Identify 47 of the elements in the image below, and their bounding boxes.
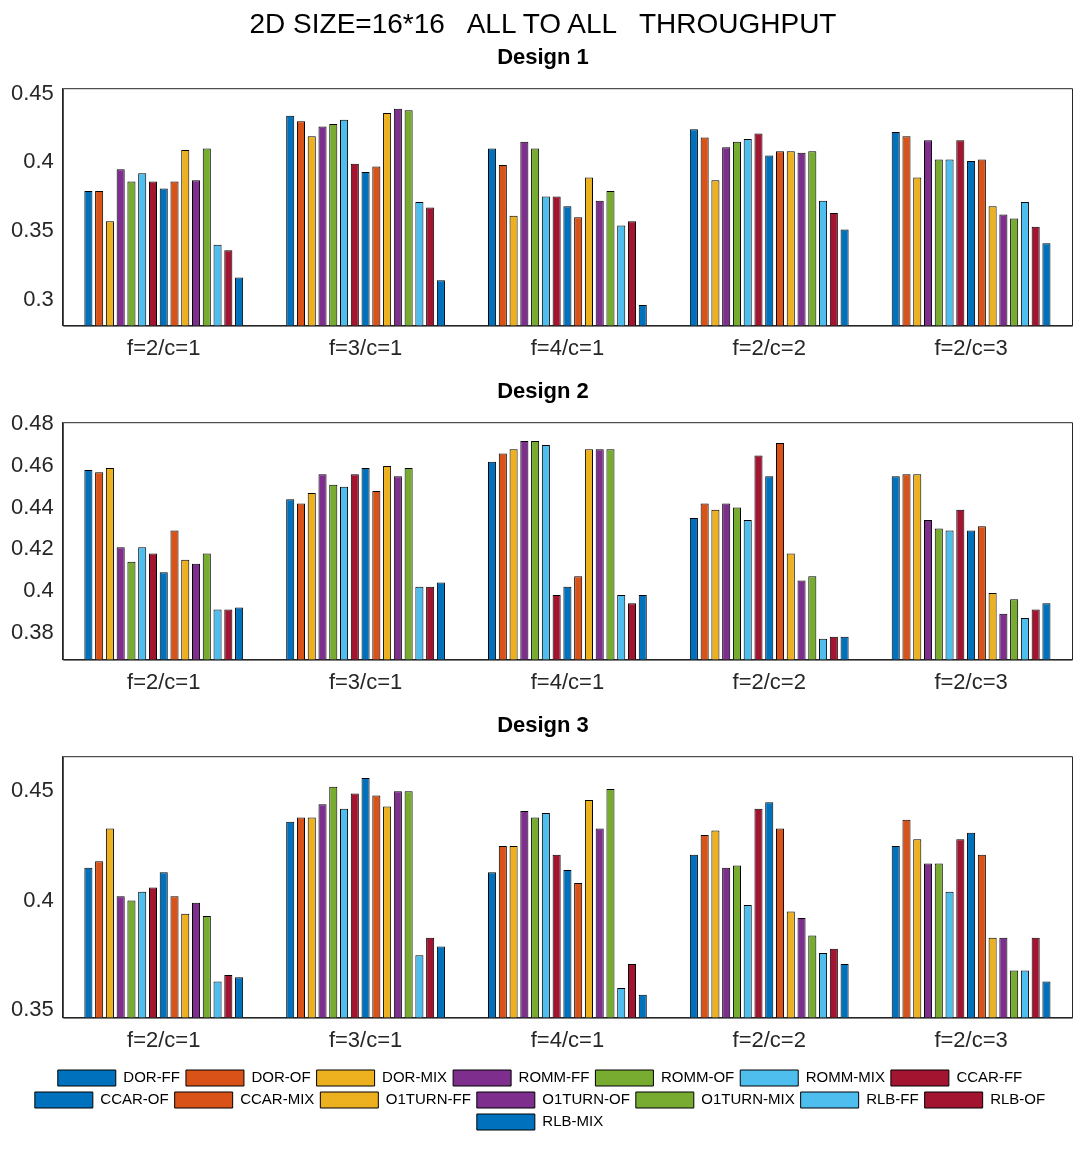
y-tick-label: 0.46 [10, 451, 54, 477]
legend-label: DOR-OF [251, 1068, 311, 1086]
legend-label: ROMM-OF [660, 1068, 735, 1086]
y-tick-label: 0.44 [10, 493, 54, 519]
x-tick-label: f=4/c=1 [530, 668, 605, 694]
chart-title: 2D SIZE=16*16 ALL TO ALL THROUGHPUT [248, 8, 838, 40]
y-tick-label: 0.35 [10, 216, 54, 242]
x-tick-label: f=2/c=1 [127, 1026, 201, 1052]
chart-title: Design 3 [496, 712, 590, 738]
x-tick-label: f=3/c=1 [328, 334, 403, 360]
chart-title: Design 2 [496, 378, 590, 404]
y-tick-label: 0.38 [10, 618, 54, 644]
y-tick-label: 0.42 [10, 535, 54, 561]
y-tick-label: 0.35 [10, 996, 54, 1022]
y-tick-label: 0.4 [23, 886, 54, 912]
legend-label: O1TURN-FF [385, 1090, 471, 1108]
legend-label: RLB-MIX [542, 1112, 604, 1130]
x-tick-label: f=2/c=1 [127, 668, 201, 694]
legend-label: CCAR-OF [100, 1090, 169, 1108]
chart-subtitle: Design 1 [496, 44, 590, 70]
legend-label: O1TURN-OF [542, 1090, 630, 1108]
x-tick-label: f=2/c=2 [732, 668, 806, 694]
y-tick-label: 0.48 [10, 410, 54, 436]
legend-label: ROMM-FF [518, 1068, 590, 1086]
legend-label: CCAR-MIX [240, 1090, 315, 1108]
x-tick-label: f=2/c=2 [732, 1026, 806, 1052]
legend-label: ROMM-MIX [805, 1068, 885, 1086]
x-tick-label: f=2/c=3 [934, 1026, 1008, 1052]
legend-label: RLB-OF [990, 1090, 1046, 1108]
legend-label: RLB-FF [866, 1090, 919, 1108]
x-tick-label: f=4/c=1 [530, 334, 605, 360]
legend-label: O1TURN-MIX [701, 1090, 795, 1108]
x-tick-label: f=2/c=3 [934, 668, 1008, 694]
x-tick-label: f=2/c=1 [127, 334, 201, 360]
legend-label: CCAR-FF [956, 1068, 1023, 1086]
x-tick-label: f=3/c=1 [328, 668, 403, 694]
x-tick-label: f=2/c=2 [732, 334, 806, 360]
legend-label: DOR-MIX [382, 1068, 448, 1086]
y-tick-label: 0.4 [23, 576, 54, 602]
legend-label: DOR-FF [123, 1068, 180, 1086]
y-tick-label: 0.45 [10, 79, 54, 105]
y-tick-label: 0.45 [10, 777, 54, 803]
x-tick-label: f=4/c=1 [530, 1026, 605, 1052]
y-tick-label: 0.3 [23, 285, 54, 311]
x-tick-label: f=2/c=3 [934, 334, 1008, 360]
y-tick-label: 0.4 [23, 148, 54, 174]
x-tick-label: f=3/c=1 [328, 1026, 403, 1052]
